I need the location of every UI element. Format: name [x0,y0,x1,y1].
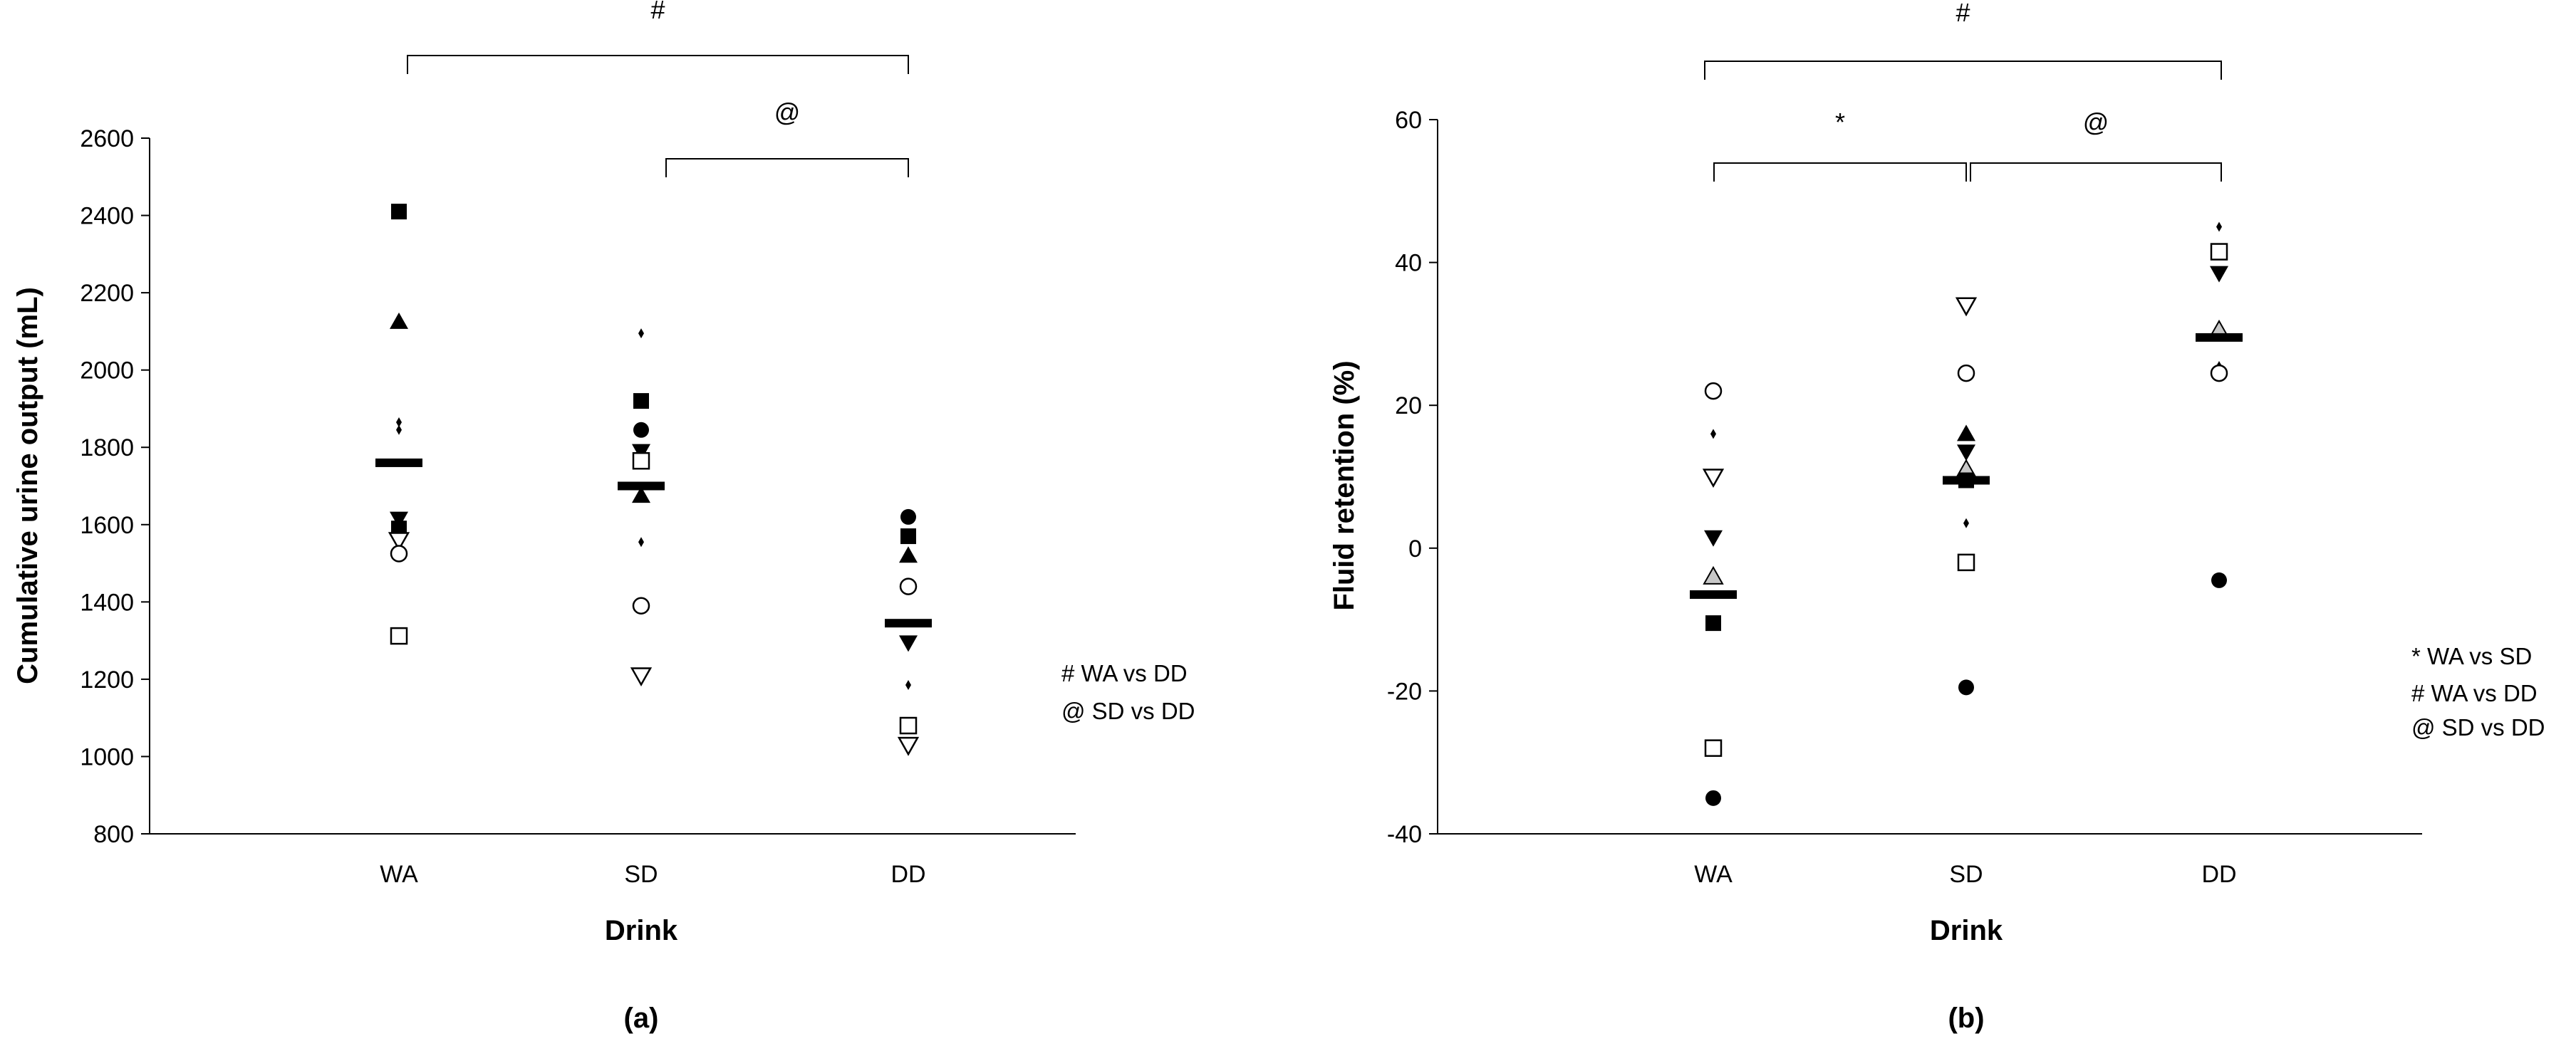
significance-marker: # [1956,0,1970,27]
y-tick-label: 40 [1395,250,1422,277]
data-point [2210,364,2228,382]
data-point [2216,221,2222,232]
y-tick-label: -20 [1387,678,1422,705]
data-point [632,486,650,503]
data-point [1957,444,1975,461]
data-point [900,528,916,545]
data-point [2210,266,2228,283]
data-point [899,716,918,735]
data-point [1710,429,1716,439]
y-tick-label: 1600 [80,512,134,539]
y-tick-label: 1800 [80,434,134,461]
y-axis-label: Cumulative urine output (mL) [12,287,43,684]
data-point [1957,424,1975,441]
data-point [1705,615,1721,632]
x-tick-label: DD [890,861,925,888]
legend-entry: @ SD vs DD [2411,714,2545,741]
data-point [390,511,408,528]
mean-bar [618,481,665,491]
data-point [1703,565,1724,585]
data-point [638,328,644,339]
data-point [1963,518,1969,528]
significance-marker: @ [774,98,801,127]
legend-entry: * WA vs SD [2411,643,2532,669]
mean-bar [1690,590,1737,599]
significance-marker: @ [2083,108,2109,137]
data-point [905,680,911,691]
mean-bar [2196,333,2243,342]
legend-entry: # WA vs DD [2411,680,2538,706]
x-axis-label: Drink [605,915,678,946]
y-tick-label: 2600 [80,125,134,152]
mean-bar [1943,476,1990,485]
data-point [899,546,918,563]
y-axis-label: Fluid retention (%) [1329,360,1360,610]
x-tick-label: WA [380,861,418,888]
data-point [1958,679,1974,696]
data-point [633,422,649,438]
y-tick-label: 1000 [80,743,134,770]
legend-entry: # WA vs DD [1061,660,1188,686]
data-point [899,635,918,652]
y-tick-label: 800 [93,821,134,848]
data-point [2210,243,2228,261]
data-point [1704,739,1723,757]
x-tick-label: WA [1694,861,1733,888]
significance-bracket [1970,162,2222,182]
x-tick-label: DD [2201,861,2236,888]
data-point [1957,553,1975,572]
significance-bracket [1713,162,1967,182]
data-point [1955,297,1978,317]
chart-b: -40 -20 0 20 40 60 WA SD DD Fluid retention (%) Dr… [1329,0,2545,1034]
data-point [2211,572,2227,588]
data-point [633,393,649,409]
data-point [630,667,653,687]
x-tick-label: SD [624,861,658,888]
data-point [900,508,916,525]
data-point [391,204,407,220]
data-point [390,545,408,563]
x-tick-label: SD [1949,861,1983,888]
data-point [1957,364,1975,382]
y-tick-label: 1200 [80,666,134,694]
significance-bracket [407,55,909,74]
panel-label: (a) [624,1003,659,1034]
data-point [388,532,410,552]
y-tick-label: 0 [1408,535,1422,563]
x-axis-label: Drink [1930,915,2003,946]
legend-entry: @ SD vs DD [1061,698,1195,724]
y-tick-label: 2000 [80,357,134,385]
data-point [1705,790,1721,806]
mean-bar [375,458,422,467]
data-point [390,312,408,329]
mean-bar [885,619,932,628]
chart-a: 800 1000 1200 1400 1600 1800 2000 2200 2400 2600 W… [12,0,1195,1034]
data-point [1702,469,1725,488]
significance-bracket [1704,61,2222,80]
data-point [638,537,644,548]
data-point [396,417,402,427]
significance-marker: * [1835,108,1845,137]
y-tick-label: 1400 [80,589,134,616]
data-point [632,451,650,470]
data-point [899,577,918,595]
panel-label: (b) [1948,1003,1984,1034]
data-point [390,627,408,645]
data-point [897,736,920,756]
y-tick-label: 2200 [80,280,134,307]
data-point [1704,530,1723,547]
y-tick-label: 20 [1395,392,1422,419]
significance-bracket [665,158,909,177]
y-tick-label: 2400 [80,203,134,230]
y-tick-label: 60 [1395,107,1422,134]
data-point [1704,382,1723,400]
data-point [632,597,650,615]
y-tick-label: -40 [1387,821,1422,848]
data-point [396,424,402,435]
significance-marker: # [650,0,665,24]
